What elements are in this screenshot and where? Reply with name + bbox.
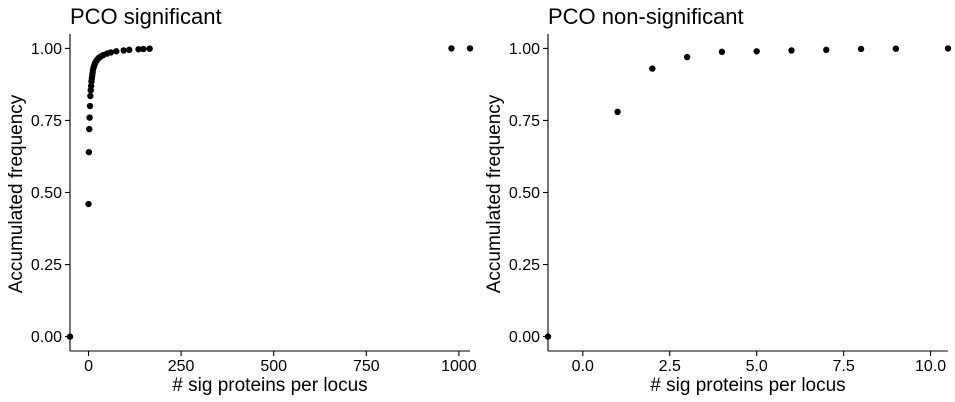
y-axis-title: Accumulated frequency (6, 94, 27, 293)
x-tick-label: 1000 (441, 358, 477, 375)
y-tick-label: 1.00 (31, 41, 62, 58)
data-point (944, 45, 952, 52)
data-point (857, 45, 865, 53)
y-tick-label: 0.00 (509, 329, 540, 346)
data-point (86, 114, 93, 121)
x-tick-label: 10.0 (915, 358, 946, 375)
x-tick-label: 0.0 (572, 358, 594, 375)
y-tick-label: 0.25 (31, 257, 62, 274)
data-point (614, 108, 621, 116)
data-points (66, 45, 474, 340)
data-point (86, 102, 94, 110)
data-point (113, 48, 120, 55)
data-points (544, 45, 952, 340)
chart-title: PCO significant (70, 4, 222, 29)
x-tick-label: 7.5 (833, 358, 855, 375)
y-tick-label: 0.50 (31, 185, 62, 202)
data-point (683, 53, 691, 61)
chart-panel-pco-significant: PCO significant # sig proteins per locus… (6, 4, 477, 396)
data-point (126, 46, 133, 54)
data-point (448, 45, 455, 52)
y-tick-label: 0.75 (31, 113, 62, 130)
x-axis-title: # sig proteins per locus (650, 375, 845, 396)
y-axis-title: Accumulated frequency (484, 94, 505, 293)
data-point (107, 49, 114, 56)
data-point (86, 125, 93, 133)
data-point (753, 48, 760, 55)
data-point (466, 45, 474, 52)
axis-ticks: 0.00 0.25 0.50 0.75 1.00 0.0 2.5 5.0 7.5 10.0 (509, 34, 948, 375)
data-point (87, 92, 94, 100)
y-tick-label: 0.25 (509, 257, 540, 274)
x-tick-label: 0 (84, 358, 93, 375)
y-tick-label: 0.75 (509, 113, 540, 130)
data-point (85, 148, 93, 156)
data-point (892, 45, 900, 52)
x-tick-label: 750 (353, 358, 380, 375)
data-point (544, 333, 552, 340)
x-axis-title: # sig proteins per locus (172, 375, 367, 396)
chart-title: PCO non-significant (548, 4, 744, 29)
y-tick-label: 0.00 (31, 329, 62, 346)
data-point (66, 333, 74, 340)
data-point (140, 45, 147, 53)
data-point (823, 46, 830, 54)
x-tick-label: 250 (168, 358, 195, 375)
y-tick-label: 0.50 (509, 185, 540, 202)
y-tick-label: 1.00 (509, 41, 540, 58)
data-point (85, 200, 92, 208)
x-tick-label: 5.0 (746, 358, 768, 375)
data-point (649, 65, 656, 72)
data-point (120, 47, 127, 54)
x-tick-label: 2.5 (659, 358, 681, 375)
data-point (135, 46, 142, 53)
x-tick-label: 500 (260, 358, 287, 375)
data-point (146, 45, 153, 52)
axis-ticks: 0.00 0.25 0.50 0.75 1.00 0 250 500 750 1000 (31, 34, 477, 375)
chart-panel-pco-non-significant: PCO non-significant # sig proteins per l… (484, 4, 952, 396)
data-point (718, 48, 726, 56)
data-point (788, 47, 795, 54)
